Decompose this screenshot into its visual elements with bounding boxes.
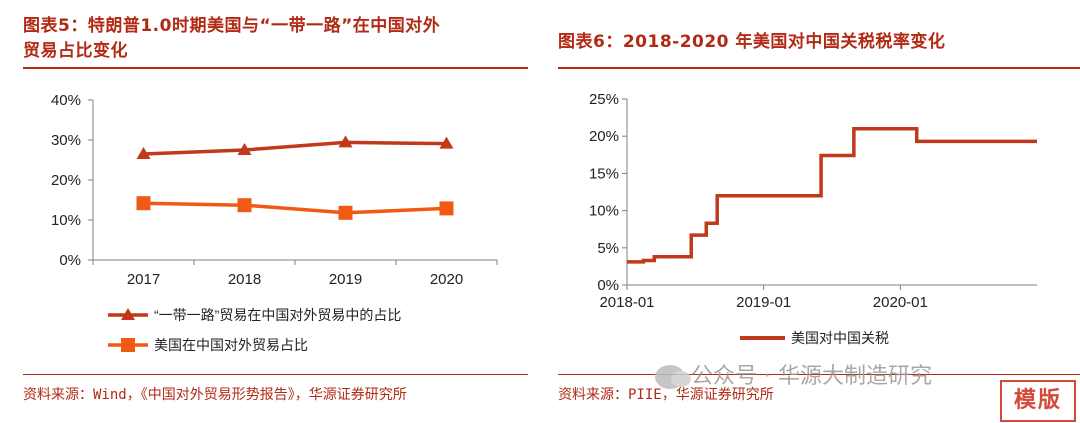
legend-label: 美国在中国对外贸易占比	[154, 337, 308, 353]
x-tick-label: 2019-01	[736, 294, 791, 311]
watermark-text: 公众号 · 华源大制造研究	[691, 364, 932, 389]
y-tick-label: 20%	[51, 172, 81, 189]
data-point-square	[338, 205, 353, 220]
figure-5-title-line2: 贸易占比变化	[23, 41, 128, 61]
figure-6-source-rule	[558, 374, 1080, 375]
data-point-square	[439, 201, 454, 216]
figure-6-title-rule	[558, 67, 1080, 69]
x-tick-label: 2017	[127, 271, 160, 288]
data-point-triangle	[237, 143, 252, 155]
x-tick-label: 2019	[329, 271, 362, 288]
x-tick-label: 2018-01	[599, 294, 654, 311]
y-tick-label: 10%	[51, 212, 81, 229]
legend-label: 美国对中国关税	[791, 330, 889, 346]
data-point-triangle	[136, 147, 151, 159]
figure-5-title-line1: 图表5：特朗普1.0时期美国与“一带一路”在中国对外	[23, 16, 441, 36]
data-point-square	[136, 196, 151, 211]
legend-marker-square	[121, 338, 135, 352]
figure-5-title: 图表5：特朗普1.0时期美国与“一带一路”在中国对外 贸易占比变化	[23, 14, 533, 64]
figure-5-panel: 图表5：特朗普1.0时期美国与“一带一路”在中国对外 贸易占比变化 0% 10% 2…	[23, 14, 533, 403]
y-tick-label: 10%	[589, 203, 619, 220]
series-line-2	[143, 201, 447, 215]
figure-6-panel: 图表6：2018-2020 年美国对中国关税税率变化 0% 5% 10% 15% 20%…	[540, 0, 1080, 423]
template-stamp: 模版	[1000, 380, 1076, 422]
figure-5-source: 资料来源：Wind，《中国对外贸易形势报告》，华源证券研究所	[23, 387, 407, 403]
legend-label: “一带一路”贸易在中国对外贸易中的占比	[154, 307, 401, 323]
figure-6-source: 资料来源：PIIE，华源证券研究所	[558, 387, 774, 403]
y-tick-label: 40%	[51, 92, 81, 109]
y-tick-label: 30%	[51, 132, 81, 149]
data-point-triangle	[338, 135, 353, 148]
figure-6-chart: 0% 5% 10% 15% 20% 25% 2018-01 2019-01 2020-01 美国对…	[589, 91, 1037, 346]
wechat-watermark: 公众号 · 华源大制造研究	[655, 358, 932, 390]
x-tick-label: 2020-01	[873, 294, 928, 311]
y-tick-label: 20%	[589, 128, 619, 145]
y-tick-label: 0%	[59, 252, 81, 269]
y-tick-label: 25%	[589, 91, 619, 108]
legend-marker-triangle	[121, 308, 135, 320]
figure-6-title: 图表6：2018-2020 年美国对中国关税税率变化	[558, 32, 946, 52]
x-tick-label: 2018	[228, 271, 261, 288]
y-tick-label: 15%	[589, 165, 619, 182]
y-tick-label: 0%	[597, 277, 619, 294]
figure-5-title-rule	[23, 67, 528, 69]
data-point-triangle	[439, 136, 454, 149]
figure-5-source-rule	[23, 374, 528, 375]
figure-5-chart: 0% 10% 20% 30% 40% 2017 2018 2019 2020 “一带一路”贸易在中…	[51, 92, 498, 353]
tariff-step-line	[627, 127, 1037, 264]
y-tick-label: 5%	[597, 240, 619, 257]
data-point-square	[237, 198, 252, 213]
x-tick-label: 2020	[430, 271, 463, 288]
wechat-icon	[655, 365, 691, 389]
series-line-1	[143, 140, 447, 156]
